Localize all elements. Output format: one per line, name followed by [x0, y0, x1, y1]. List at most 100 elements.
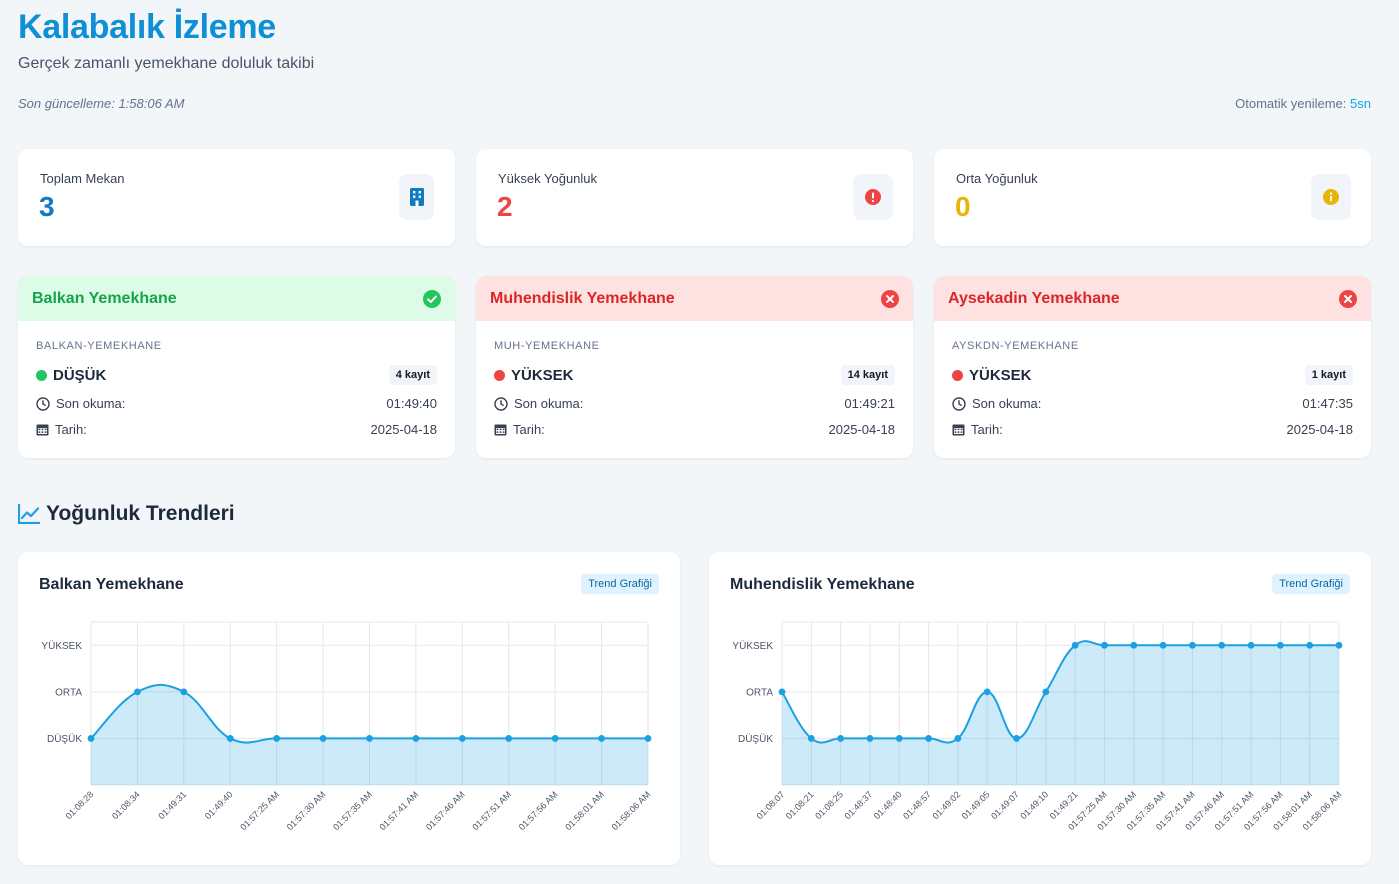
data-point [1042, 688, 1050, 696]
x-tick-label: 01:57:30 AM [285, 789, 328, 832]
meta-row: Son güncelleme: 1:58:06 AM Otomatik yeni… [18, 96, 1371, 111]
x-tick-label: 01:08:21 [784, 789, 816, 821]
venue-name: Muhendislik Yemekhane [490, 289, 675, 307]
page-subtitle: Gerçek zamanlı yemekhane doluluk takibi [18, 55, 315, 72]
date-label: Tarih: [513, 422, 545, 437]
venue-card-aysekadin[interactable]: Aysekadin Yemekhane AYSKDN-YEMEKHANE YÜK… [934, 276, 1371, 458]
data-point [134, 688, 141, 696]
data-point [1276, 641, 1284, 649]
venue-code: AYSKDN-YEMEKHANE [952, 340, 1079, 352]
venue-code: BALKAN-YEMEKHANE [36, 340, 162, 352]
x-tick-label: 01:57:51 AM [470, 789, 513, 832]
building-icon [399, 174, 434, 220]
x-tick-label: 01:08:25 [813, 789, 845, 821]
info-circle-icon [1311, 174, 1351, 220]
records-badge: 4 kayıt [388, 365, 437, 385]
chart-card-muhendislik: Muhendislik Yemekhane Trend Grafiği DÜŞÜ… [709, 552, 1371, 865]
stat-value: 0 [955, 191, 971, 222]
y-tick-label: DÜŞÜK [738, 733, 773, 745]
data-point [954, 735, 962, 742]
venue-card-balkan[interactable]: Balkan Yemekhane BALKAN-YEMEKHANE DÜŞÜK … [18, 276, 455, 458]
x-tick-label: 01:49:31 [156, 789, 188, 821]
last-update-text: Son güncelleme: 1:58:06 AM [18, 96, 185, 111]
venue-code: MUH-YEMEKHANE [494, 340, 600, 352]
auto-refresh: Otomatik yenileme: 5sn [1235, 96, 1371, 111]
data-point [1071, 641, 1079, 649]
series-line [781, 640, 1339, 744]
data-point [778, 688, 786, 696]
x-tick-label: 01:49:10 [1018, 789, 1050, 821]
chart-card-balkan: Balkan Yemekhane Trend Grafiği DÜŞÜK ORTA… [18, 552, 680, 865]
date-value: 2025-04-18 [370, 422, 438, 437]
data-point [366, 735, 373, 742]
x-tick-label: 01:08:28 [64, 789, 96, 821]
date-label: Tarih: [55, 422, 87, 437]
status-dot [36, 369, 47, 381]
trend-badge: Trend Grafiği [581, 574, 659, 594]
chart-title: Balkan Yemekhane [39, 576, 184, 593]
data-point [412, 735, 420, 742]
clock-icon [36, 396, 50, 411]
stat-label: Orta Yoğunluk [956, 171, 1038, 186]
trend-badge: Trend Grafiği [1272, 574, 1350, 594]
x-tick-label: 01:58:01 AM [563, 789, 606, 832]
calendar-icon [952, 424, 965, 436]
data-point [925, 735, 932, 742]
data-point [1159, 641, 1167, 649]
series-area [782, 641, 1339, 785]
records-badge: 1 kayıt [1304, 365, 1353, 385]
data-point [895, 735, 903, 742]
chart-title: Muhendislik Yemekhane [730, 576, 915, 593]
y-tick-label: YÜKSEK [732, 640, 773, 652]
data-point [983, 688, 991, 696]
alert-circle-icon [853, 174, 893, 220]
last-read-label: Son okuma: [514, 396, 584, 411]
series-area [91, 684, 648, 785]
data-point [1189, 641, 1196, 649]
status-dot [494, 369, 505, 381]
stat-value: 2 [497, 191, 513, 222]
x-tick-label: 01:57:35 AM [331, 789, 374, 832]
trend-chart-balkan: DÜŞÜK ORTA YÜKSEK 01:08:28 01:08:34 01:49:31 0… [41, 621, 653, 832]
data-point [319, 735, 327, 742]
x-tick-label: 01:58:06 AM [610, 789, 653, 832]
y-tick-label: ORTA [746, 687, 773, 698]
data-point [1247, 641, 1255, 649]
data-point [644, 735, 652, 742]
venue-card-muhendislik[interactable]: Muhendislik Yemekhane MUH-YEMEKHANE YÜKS… [476, 276, 913, 458]
auto-refresh-label: Otomatik yenileme: [1235, 96, 1347, 111]
last-read-value: 01:47:35 [1302, 396, 1353, 411]
check-circle-icon [423, 289, 441, 308]
y-tick-label: YÜKSEK [41, 640, 82, 652]
data-point [598, 735, 605, 742]
data-point [226, 735, 234, 742]
records-badge: 14 kayıt [840, 365, 895, 385]
data-point [866, 735, 874, 742]
data-point [273, 735, 281, 742]
page-header: Kalabalık İzleme Gerçek zamanlı yemekhan… [18, 8, 1371, 73]
calendar-icon [494, 424, 507, 436]
x-tick-label: 01:08:07 [755, 789, 787, 821]
trends-title-text: Yoğunluk Trendleri [46, 502, 235, 525]
data-point [1013, 735, 1020, 742]
x-tick-label: 01:57:46 AM [424, 789, 467, 832]
stat-card-high: Yüksek Yoğunluk 2 [476, 149, 913, 246]
venue-name: Aysekadin Yemekhane [948, 289, 1120, 307]
date-value: 2025-04-18 [828, 422, 896, 437]
last-read-label: Son okuma: [56, 396, 126, 411]
x-circle-icon [1339, 289, 1357, 308]
y-tick-label: ORTA [55, 687, 82, 698]
status-text: YÜKSEK [969, 366, 1032, 384]
stat-label: Toplam Mekan [40, 171, 125, 186]
x-tick-label: 01:49:40 [203, 789, 235, 821]
status-indicator: YÜKSEK [494, 367, 574, 384]
venue-name: Balkan Yemekhane [32, 289, 177, 307]
status-indicator: YÜKSEK [952, 367, 1032, 384]
data-point [180, 688, 188, 696]
data-point [505, 735, 513, 742]
status-indicator: DÜŞÜK [36, 367, 106, 384]
x-circle-icon [881, 289, 899, 308]
x-tick-label: 01:48:40 [872, 789, 904, 821]
data-point [837, 735, 845, 742]
